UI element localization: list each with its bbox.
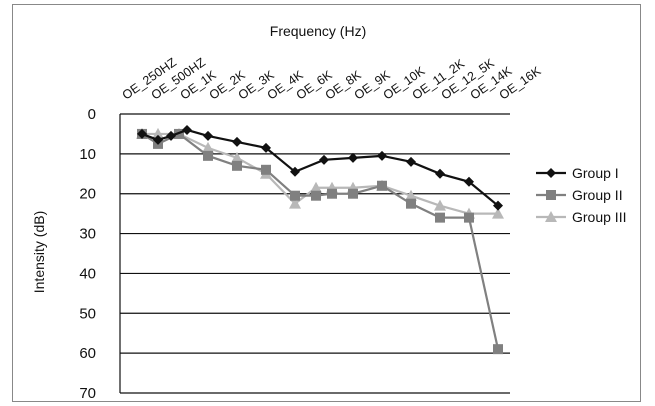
data-point — [231, 151, 243, 163]
data-point — [406, 198, 416, 209]
y-tick-label: 70 — [79, 385, 96, 402]
data-point — [310, 181, 322, 193]
data-point — [232, 160, 242, 171]
data-point — [152, 127, 164, 139]
data-point — [405, 189, 417, 201]
series-lines — [136, 124, 504, 355]
data-point — [327, 188, 337, 199]
y-tick-label: 10 — [79, 146, 96, 163]
legend-label: Group III — [572, 209, 626, 225]
legend-label: Group I — [572, 165, 619, 181]
legend-item: Group I — [536, 165, 619, 181]
y-axis-label: Intensity (dB) — [31, 211, 47, 293]
legend-item: Group III — [536, 209, 626, 225]
y-tick-label: 0 — [88, 106, 96, 123]
data-point — [348, 152, 358, 163]
legend-marker — [546, 168, 556, 178]
series-line — [141, 132, 500, 350]
data-point — [182, 124, 192, 135]
data-point — [434, 199, 446, 211]
series-group-iii — [136, 127, 504, 219]
series-group-ii — [137, 128, 503, 355]
data-point — [493, 200, 503, 211]
y-tick-label: 20 — [79, 186, 96, 203]
data-point — [290, 166, 300, 177]
data-point — [464, 176, 474, 187]
data-point — [203, 150, 213, 161]
data-point — [203, 130, 213, 141]
data-point — [290, 190, 300, 201]
data-point — [232, 136, 242, 147]
data-point — [377, 180, 387, 191]
data-point — [311, 190, 321, 201]
data-point — [464, 212, 474, 223]
data-point — [493, 344, 503, 355]
data-point — [406, 156, 416, 167]
data-point — [261, 164, 271, 175]
x-tick-labels: OE_250HZOE_500HZOE_1KOE_2KOE_3KOE_4KOE_6… — [120, 55, 544, 103]
y-tick-labels: 0 10 20 30 40 50 60 70 — [79, 106, 96, 402]
legend-label: Group II — [572, 187, 623, 203]
y-tick-label: 60 — [79, 345, 96, 362]
chart-frame — [12, 4, 641, 402]
data-point — [435, 168, 445, 179]
y-tick-label: 40 — [79, 265, 96, 282]
y-tick-label: 30 — [79, 226, 96, 243]
data-point — [289, 197, 301, 209]
data-point — [435, 212, 445, 223]
gridlines — [120, 113, 510, 394]
data-point — [153, 134, 163, 145]
chart-title: Frequency (Hz) — [270, 23, 366, 39]
legend-marker — [546, 190, 556, 200]
data-point — [319, 154, 329, 165]
legend: Group I Group II Group III — [536, 165, 626, 225]
data-point — [261, 142, 271, 153]
series-group-i — [137, 124, 503, 211]
data-point — [492, 207, 504, 219]
data-point — [348, 188, 358, 199]
y-tick-label: 50 — [79, 305, 96, 322]
legend-item: Group II — [536, 187, 623, 203]
data-point — [137, 128, 147, 139]
data-point — [166, 130, 176, 141]
data-point — [202, 141, 214, 153]
legend-marker — [545, 211, 557, 222]
data-point — [377, 150, 387, 161]
